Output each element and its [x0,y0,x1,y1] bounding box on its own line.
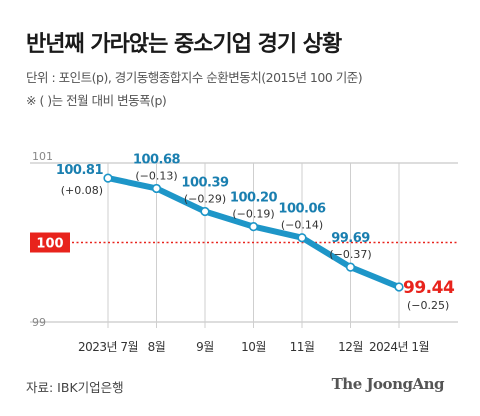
change-label: (+0.08) [61,184,103,197]
data-point [248,222,259,232]
change-label: (−0.25) [407,299,449,312]
data-label: 100.81 [56,163,104,178]
x-tick-label: 11월 [290,340,315,354]
brand-logo: The JoongAng [331,375,445,393]
data-label: 99.69 [331,231,370,246]
source-note: 자료: IBK기업은행 [26,380,124,395]
x-tick-label: 9월 [196,340,214,354]
data-point [297,233,307,243]
data-point [151,183,162,194]
data-label: 100.68 [133,152,181,167]
data-point [200,206,210,217]
y-tick-label: 101 [32,150,53,163]
data-label: 100.20 [230,191,278,206]
data-point [103,173,113,183]
reference-label-box [30,232,70,253]
x-tick-label: 2024년 1월 [369,340,429,354]
data-point [394,282,404,292]
data-label: 100.06 [278,202,326,217]
reference-label: 100 [36,237,63,252]
data-label: 99.44 [403,278,455,298]
x-tick-label: 12월 [338,340,363,354]
change-label: (−0.14) [281,219,323,232]
x-tick-label: 8월 [148,340,166,354]
x-tick-label: 2023년 7월 [78,340,138,354]
data-label: 100.39 [181,175,229,190]
y-tick-label: 99 [32,316,46,329]
x-tick-label: 10월 [241,340,266,354]
change-label: (−0.13) [135,169,177,182]
unit-note: 단위 : 포인트(p), 경기동행종합지수 순환변동치(2015년 100 기준… [26,70,363,85]
data-point [345,262,356,272]
chart-title: 반년째 가라앉는 중소기업 경기 상황 [26,32,342,57]
parenthesis-note: ※ ( )는 전월 대비 변동폭(p) [26,93,167,108]
change-label: (−0.29) [184,192,226,205]
change-label: (−0.37) [329,248,371,261]
change-label: (−0.19) [232,208,274,221]
